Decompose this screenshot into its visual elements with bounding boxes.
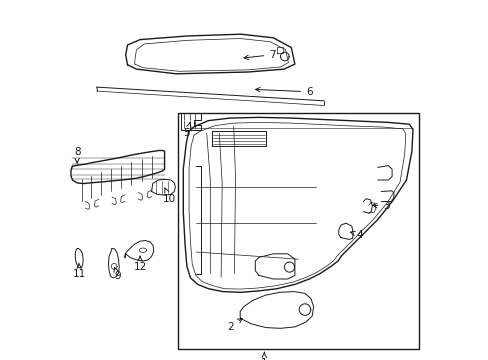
Bar (178, 113, 418, 349)
Text: 10: 10 (163, 188, 176, 204)
Text: 3: 3 (372, 201, 389, 211)
Text: 6: 6 (255, 87, 312, 97)
Text: 12: 12 (133, 256, 146, 272)
Text: 9: 9 (114, 267, 121, 282)
Text: 7: 7 (244, 50, 275, 60)
Text: 1: 1 (261, 352, 267, 360)
Text: 8: 8 (74, 147, 80, 163)
Text: 4: 4 (350, 230, 362, 240)
Text: 2: 2 (227, 318, 242, 332)
Text: 5: 5 (183, 122, 191, 138)
Text: 11: 11 (73, 263, 86, 279)
